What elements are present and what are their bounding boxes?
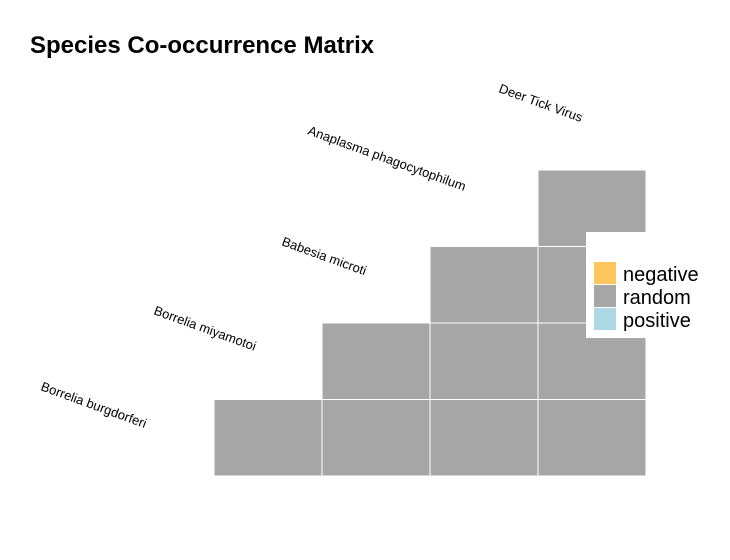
legend-swatch <box>594 262 616 284</box>
matrix-cell <box>429 399 539 477</box>
legend-label: random <box>623 287 691 309</box>
species-label: Borrelia burgdorferi <box>39 379 149 431</box>
matrix-cells <box>213 169 647 477</box>
legend-label: negative <box>623 264 699 286</box>
legend-swatch <box>594 285 616 307</box>
matrix-cell <box>321 322 431 400</box>
matrix-cell <box>429 246 539 324</box>
matrix-cell <box>321 399 431 477</box>
species-label: Borrelia miyamotoi <box>152 303 258 354</box>
chart-title: Species Co-occurrence Matrix <box>30 32 375 59</box>
matrix-cell <box>429 322 539 400</box>
species-label: Anaplasma phagocytophilum <box>306 123 468 194</box>
matrix-cell <box>213 399 323 477</box>
species-label: Deer Tick Virus <box>497 81 585 125</box>
matrix-cell <box>537 399 647 477</box>
legend-swatch <box>594 308 616 330</box>
species-label: Babesia microti <box>280 234 369 279</box>
legend-label: positive <box>623 310 691 332</box>
